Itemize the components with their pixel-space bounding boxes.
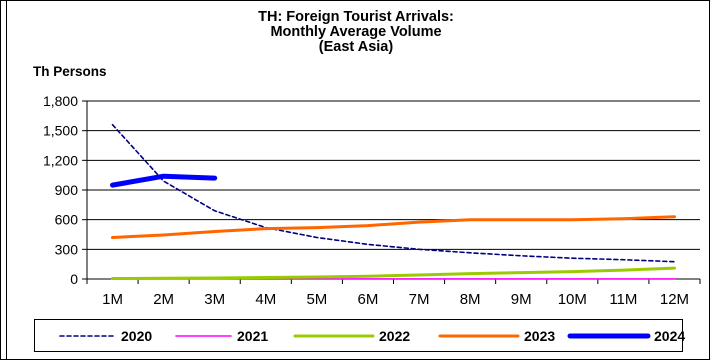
left-border-line (6, 0, 7, 360)
legend (34, 319, 683, 352)
x-tick-label: 8M (460, 291, 481, 308)
series-line-2024 (110, 173, 218, 188)
y-tick-label: 1,500 (43, 123, 78, 139)
x-tick-label: 1M (102, 291, 123, 308)
series-line-2020 (111, 123, 676, 263)
y-tick-label: 300 (55, 241, 79, 257)
y-tick-label: 1,200 (43, 152, 78, 168)
series-line-2023 (111, 215, 676, 239)
series-line-2022 (111, 266, 676, 280)
chart-title-line-3: (East Asia) (318, 39, 394, 55)
x-tick-label: 11M (609, 291, 637, 308)
x-tick-label: 3M (204, 291, 225, 308)
x-tick-label: 10M (558, 291, 587, 308)
x-tick-label: 12M (660, 291, 689, 308)
chart-title-line-2: Monthly Average Volume (270, 24, 442, 40)
x-tick-label: 2M (153, 291, 174, 308)
y-axis-title: Th Persons (33, 64, 107, 79)
y-tick-label: 600 (55, 212, 79, 228)
x-tick-label: 4M (255, 291, 276, 308)
chart-title-line-1: TH: Foreign Tourist Arrivals: (258, 9, 454, 25)
y-tick-label: 1,800 (43, 93, 78, 109)
y-tick-label: 0 (70, 271, 78, 287)
y-tick-label: 900 (55, 182, 79, 198)
x-tick-label: 7M (409, 291, 430, 308)
x-tick-label: 5M (306, 291, 327, 308)
x-tick-label: 6M (358, 291, 379, 308)
x-tick-label: 9M (511, 291, 532, 308)
